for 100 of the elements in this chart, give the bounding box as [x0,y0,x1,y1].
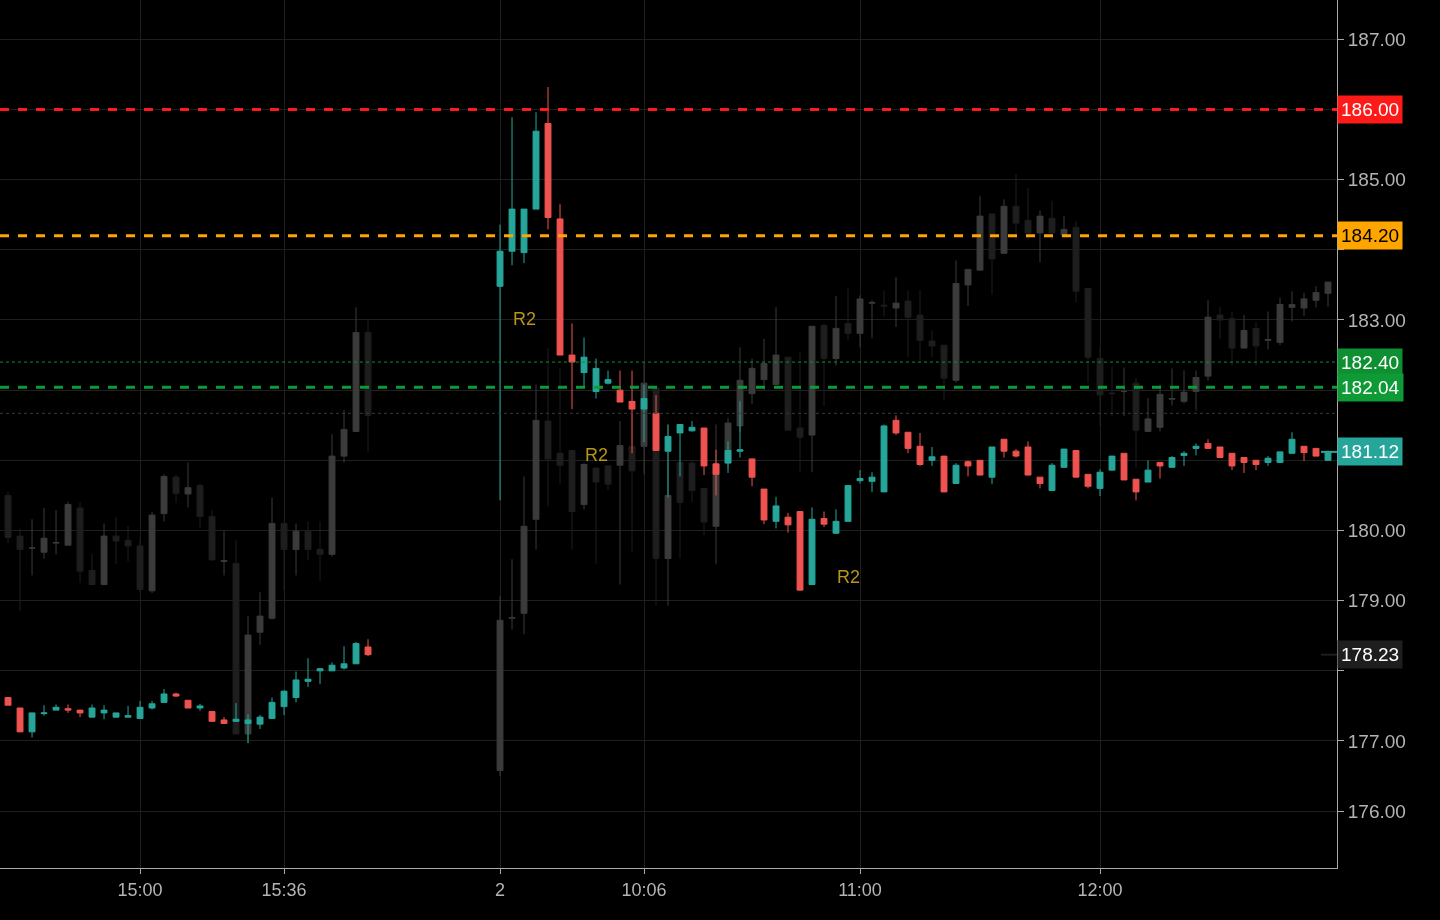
candlestick [772,496,780,529]
candlestick [232,702,240,722]
candlestick [892,414,900,436]
candlestick [280,689,288,716]
x-tick-label: 15:36 [261,879,307,900]
y-tick-label: 183.00 [1347,309,1406,331]
candlestick [112,712,120,718]
candlestick [1084,473,1092,489]
candlestick [100,522,108,586]
candlestick [1300,292,1308,317]
candlestick [772,306,780,386]
candlestick [1132,478,1140,501]
y-tick-label: 176.00 [1347,800,1406,822]
candlestick [76,709,84,718]
ref-line-label: 186.00 [1341,99,1400,120]
candlestick [880,424,888,493]
candlestick [892,276,900,328]
candlestick [64,501,72,546]
x-tick-label: 2 [495,879,506,900]
candlestick [52,704,60,711]
candlestick [208,711,216,722]
candlestick [964,268,972,307]
candlestick [352,641,360,665]
annotation: R2 [837,567,861,587]
ref-line-label: 184.20 [1341,225,1400,246]
candlestick [1312,285,1320,308]
candlestick [136,700,144,720]
candlestick [688,420,696,432]
candlestick [16,707,24,733]
candlestick [1108,455,1116,471]
candlestick [544,86,552,230]
candlestick [88,704,96,718]
candlestick [880,290,888,317]
candlestick [1036,476,1044,489]
y-tick-label: 179.00 [1347,590,1406,612]
candlestick [364,638,372,657]
candlestick [268,497,276,621]
candlestick [1168,455,1176,468]
candlestick [1288,290,1296,322]
candlestick [1168,367,1176,407]
candlestick [496,595,504,777]
candlestick [4,696,12,706]
candlestick [496,224,504,501]
candlestick [1228,452,1236,471]
candlestick [1180,450,1188,467]
candlestick [1264,455,1272,467]
candlestick [1120,452,1128,481]
candlestick [784,512,792,534]
candlestick [616,370,624,403]
candlestick [856,469,864,484]
candlestick [328,433,336,557]
candlestick [292,671,300,703]
candlestick [1300,445,1308,462]
candlestick [1216,446,1224,459]
candlestick [1012,448,1020,459]
candlestick [328,661,336,672]
annotation: R2 [513,309,537,329]
candlestick [832,508,840,534]
x-tick-label: 15:00 [117,879,163,900]
candlestick [916,432,924,467]
ref-line-label: 178.23 [1341,644,1400,665]
ref-line-label: 182.40 [1341,352,1400,373]
candlestick [196,703,204,712]
candlestick [1180,370,1188,404]
candlestick [868,471,876,493]
candlestick [244,713,252,744]
candlestick [988,446,996,485]
candlestick [340,645,348,669]
candlestick [184,699,192,709]
candlestick [748,458,756,487]
candlestick [256,591,264,646]
candlestick [580,337,588,389]
candlestick [1192,370,1200,411]
candlestick [304,657,312,688]
candlestick [748,358,756,405]
candlestick [172,692,180,698]
candlestick [184,461,192,508]
candlestick [172,473,180,504]
candlestick [808,506,816,586]
candlestick [1036,210,1044,263]
candlestick [100,704,108,720]
candlestick [1060,448,1068,468]
candlestick [1240,314,1248,349]
candlestick [556,203,564,356]
candlestick [40,704,48,717]
candlestick [1312,447,1320,457]
annotation: R2 [585,445,609,465]
candlestick [604,370,612,384]
candlestick [1276,451,1284,463]
candlestick [868,299,876,339]
candlestick [520,208,528,264]
candlestick [220,530,228,576]
candlestick [508,116,516,266]
candlestick [1000,438,1008,459]
candlestick [160,473,168,522]
candlestick [616,420,624,586]
candlestick [760,338,768,391]
candlestick [568,322,576,410]
candlestick [40,507,48,560]
candlestick [1072,449,1080,478]
